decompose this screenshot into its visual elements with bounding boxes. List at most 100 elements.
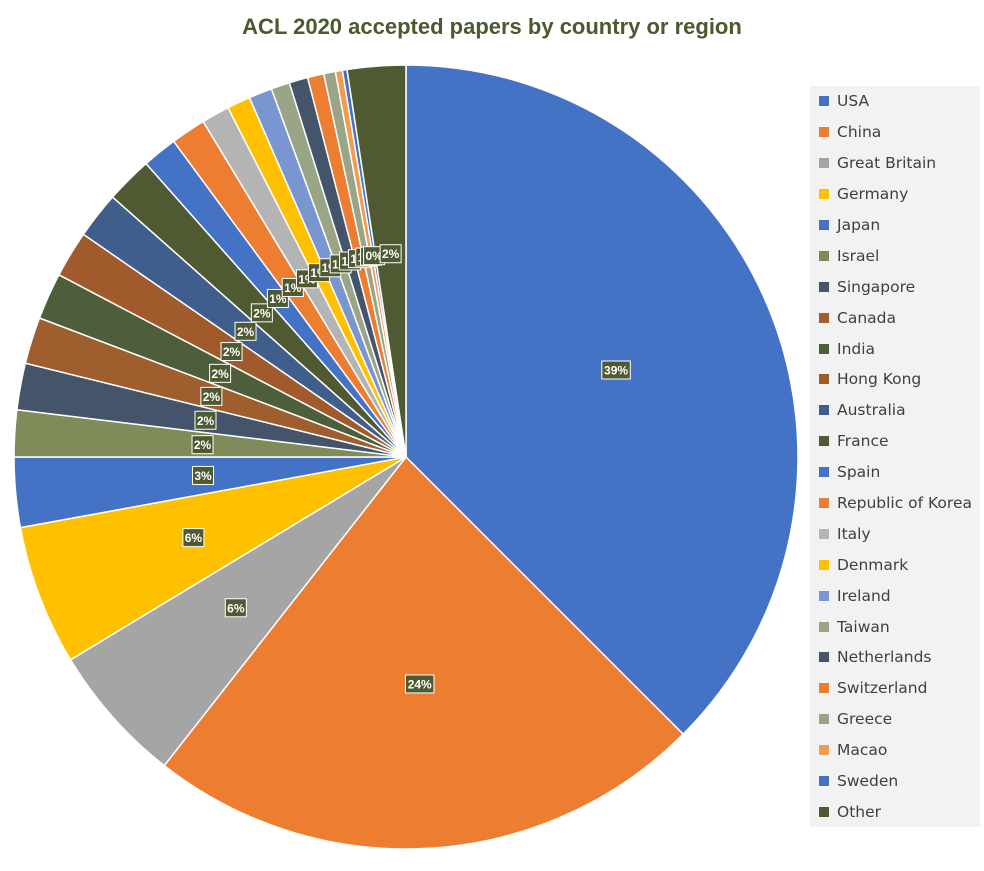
data-label-box <box>224 598 247 618</box>
legend-item-great-britain: Great Britain <box>810 148 980 179</box>
legend-item-denmark: Denmark <box>810 549 980 580</box>
legend-swatch <box>819 652 829 663</box>
data-label-box <box>379 244 402 264</box>
legend-label: Australia <box>837 401 906 420</box>
legend-item-other: Other <box>810 796 980 827</box>
legend-item-spain: Spain <box>810 457 980 488</box>
data-label-china: 24% <box>404 674 435 694</box>
legend-swatch <box>819 405 829 416</box>
legend-label: Greece <box>837 710 893 729</box>
legend-label: USA <box>837 92 870 111</box>
chart-legend: USA China Great Britain Germany Japan Israel S… <box>810 86 980 828</box>
legend-label: Hong Kong <box>837 370 922 389</box>
legend-label: Macao <box>837 741 888 760</box>
legend-swatch <box>819 220 829 230</box>
data-label-india: 2% <box>209 363 232 383</box>
data-label-box <box>250 303 273 323</box>
legend-item-australia: Australia <box>810 395 980 426</box>
legend-item-italy: Italy <box>810 518 980 549</box>
legend-item-singapore: Singapore <box>810 271 980 302</box>
data-label-great-britain: 6% <box>224 598 247 618</box>
legend-swatch <box>819 467 829 478</box>
legend-swatch <box>819 714 829 725</box>
legend-label: Spain <box>837 463 881 482</box>
legend-label: India <box>837 339 876 358</box>
legend-swatch <box>819 96 829 107</box>
data-label-box <box>191 465 214 485</box>
data-label-text: 39% <box>604 363 628 377</box>
legend-swatch <box>819 498 829 509</box>
legend-item-france: France <box>810 426 980 457</box>
legend-item-macao: Macao <box>810 735 980 766</box>
legend-swatch <box>819 250 829 261</box>
legend-item-israel: Israel <box>810 240 980 271</box>
data-label-japan: 3% <box>191 465 214 485</box>
data-label-text: 3% <box>194 469 212 483</box>
legend-swatch <box>819 436 829 447</box>
data-label-australia: 2% <box>234 321 257 341</box>
data-label-singapore: 2% <box>194 410 217 430</box>
legend-swatch <box>819 281 829 292</box>
data-label-france: 2% <box>250 303 273 323</box>
legend-item-canada: Canada <box>810 302 980 333</box>
legend-label: Taiwan <box>837 617 890 636</box>
data-label-text: 24% <box>408 677 432 691</box>
legend-swatch <box>819 590 829 601</box>
data-label-text: 0% <box>365 249 383 263</box>
data-label-text: 2% <box>211 367 229 381</box>
legend-swatch <box>819 374 829 385</box>
legend-item-netherlands: Netherlands <box>810 642 980 673</box>
data-label-germany: 6% <box>182 528 205 548</box>
data-label-canada: 2% <box>200 386 223 406</box>
data-label-text: 2% <box>237 325 255 339</box>
legend-item-hong-kong: Hong Kong <box>810 364 980 395</box>
data-label-text: 6% <box>185 531 203 545</box>
legend-item-republic-of-korea: Republic of Korea <box>810 488 980 519</box>
legend-label: Republic of Korea <box>837 494 972 513</box>
legend-swatch <box>819 806 829 817</box>
legend-item-switzerland: Switzerland <box>810 673 980 704</box>
data-label-box <box>191 435 214 455</box>
legend-swatch <box>819 776 829 787</box>
legend-item-taiwan: Taiwan <box>810 611 980 642</box>
legend-swatch <box>819 621 829 632</box>
legend-label: Singapore <box>837 277 916 296</box>
data-label-hong-kong: 2% <box>220 342 243 362</box>
legend-label: Netherlands <box>837 648 932 667</box>
legend-item-ireland: Ireland <box>810 580 980 611</box>
data-label-text: 2% <box>203 390 221 404</box>
data-label-sweden: 0% <box>363 246 386 266</box>
legend-label: Sweden <box>837 772 899 791</box>
data-label-text: 2% <box>194 438 212 452</box>
legend-swatch <box>819 343 829 354</box>
legend-label: Germany <box>837 185 909 204</box>
legend-label: Denmark <box>837 555 909 574</box>
legend-item-china: China <box>810 117 980 148</box>
legend-label: Japan <box>837 216 881 234</box>
slice-china <box>163 455 685 850</box>
data-label-usa: 39% <box>601 360 631 380</box>
data-label-text: 2% <box>197 414 215 428</box>
legend-item-japan: Japan <box>810 210 980 241</box>
slice-usa <box>405 64 799 736</box>
data-label-box <box>182 528 205 548</box>
legend-swatch <box>819 189 829 200</box>
chart-title: ACL 2020 accepted papers by country or r… <box>242 14 742 39</box>
data-label-box <box>220 342 243 362</box>
data-label-israel: 2% <box>191 435 214 455</box>
legend-label: Great Britain <box>837 154 937 173</box>
legend-item-usa: USA <box>810 86 980 117</box>
data-label-box <box>200 386 223 406</box>
data-label-other: 2% <box>379 244 402 264</box>
data-label-text: 2% <box>253 306 271 320</box>
legend-item-greece: Greece <box>810 704 980 735</box>
legend-label: Ireland <box>837 586 891 605</box>
data-label-box <box>209 363 232 383</box>
data-label-text: 6% <box>227 601 245 615</box>
legend-item-sweden: Sweden <box>810 766 980 797</box>
legend-item-india: India <box>810 333 980 364</box>
slice-germany <box>19 456 407 661</box>
data-label-box <box>601 360 631 380</box>
